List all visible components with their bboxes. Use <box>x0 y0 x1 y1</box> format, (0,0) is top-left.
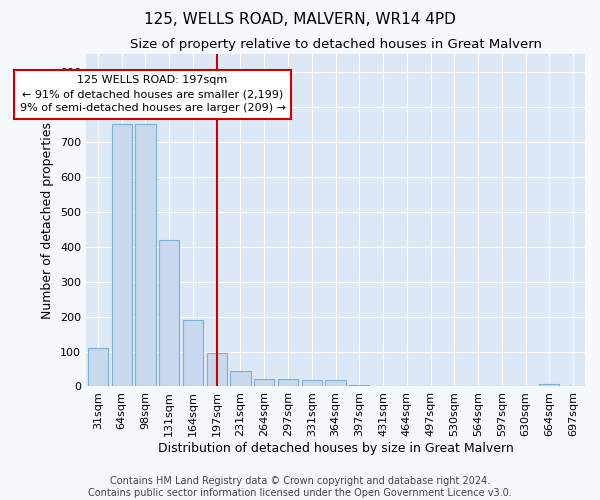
X-axis label: Distribution of detached houses by size in Great Malvern: Distribution of detached houses by size … <box>158 442 514 455</box>
Bar <box>183 320 203 386</box>
Bar <box>254 379 274 386</box>
Y-axis label: Number of detached properties: Number of detached properties <box>41 122 55 319</box>
Bar <box>302 380 322 386</box>
Bar <box>325 380 346 386</box>
Bar <box>112 124 132 386</box>
Bar <box>159 240 179 386</box>
Bar <box>136 124 155 386</box>
Bar <box>230 372 251 386</box>
Bar <box>539 384 559 386</box>
Text: 125 WELLS ROAD: 197sqm
← 91% of detached houses are smaller (2,199)
9% of semi-d: 125 WELLS ROAD: 197sqm ← 91% of detached… <box>20 76 286 114</box>
Text: 125, WELLS ROAD, MALVERN, WR14 4PD: 125, WELLS ROAD, MALVERN, WR14 4PD <box>144 12 456 28</box>
Title: Size of property relative to detached houses in Great Malvern: Size of property relative to detached ho… <box>130 38 542 51</box>
Bar <box>206 354 227 386</box>
Bar <box>278 379 298 386</box>
Bar <box>349 384 370 386</box>
Bar <box>88 348 108 387</box>
Text: Contains HM Land Registry data © Crown copyright and database right 2024.
Contai: Contains HM Land Registry data © Crown c… <box>88 476 512 498</box>
